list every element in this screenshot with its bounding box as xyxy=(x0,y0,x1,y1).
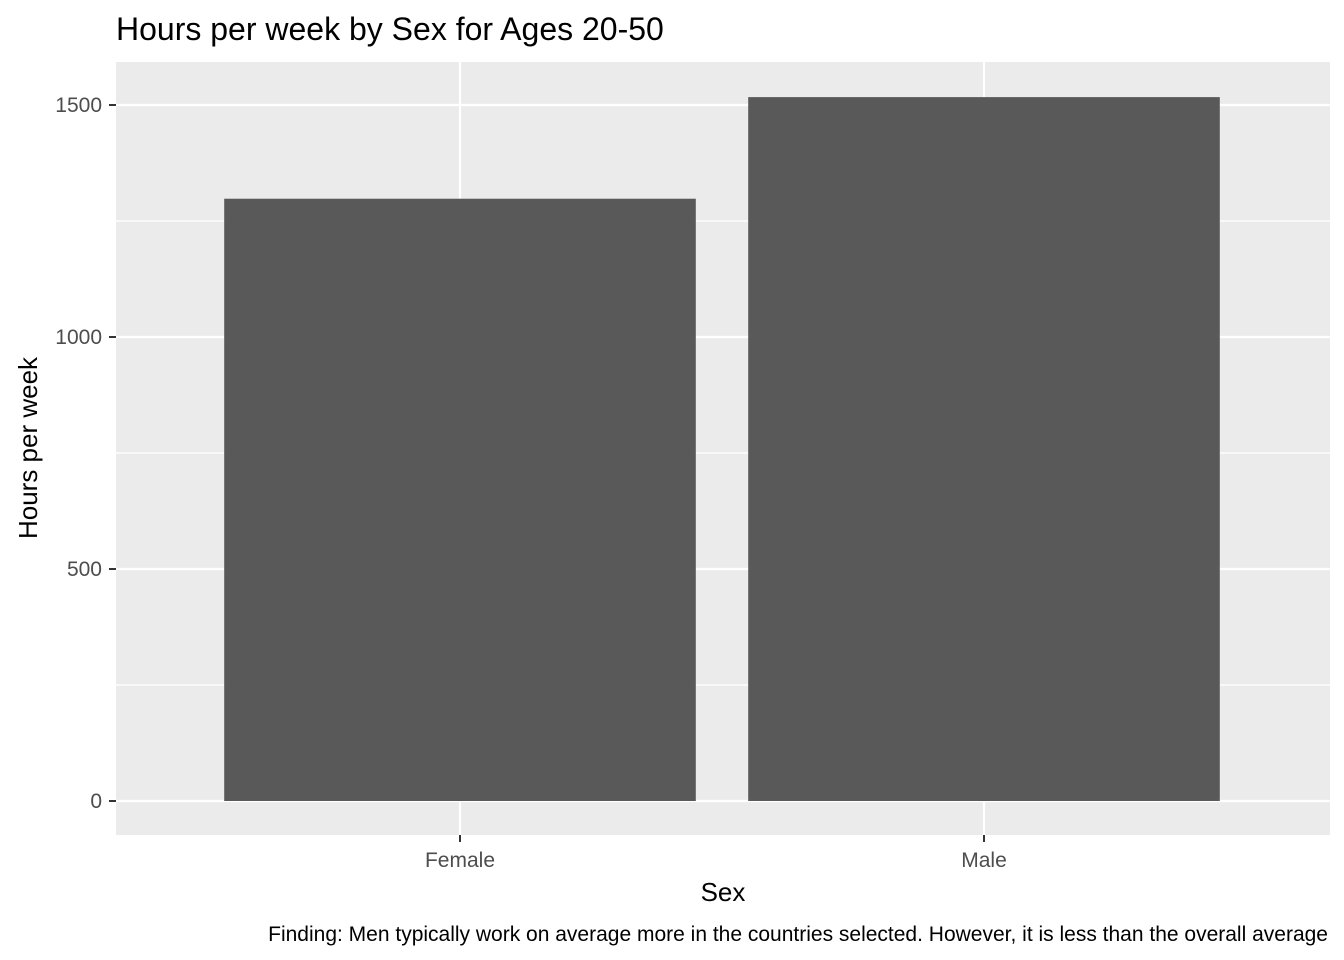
chart-title: Hours per week by Sex for Ages 20-50 xyxy=(116,11,664,47)
x-axis-title: Sex xyxy=(701,877,746,907)
bar-male xyxy=(748,97,1220,801)
bar-female xyxy=(224,198,696,801)
y-tick-label: 1500 xyxy=(55,94,102,117)
chart-caption: Finding: Men typically work on average m… xyxy=(268,923,1328,946)
y-tick-label: 500 xyxy=(67,558,102,581)
x-tick-label: Male xyxy=(961,849,1007,872)
x-tick-label: Female xyxy=(425,849,495,872)
y-tick-label: 0 xyxy=(90,790,102,813)
y-axis-title: Hours per week xyxy=(13,356,43,539)
y-tick-label: 1000 xyxy=(55,326,102,349)
